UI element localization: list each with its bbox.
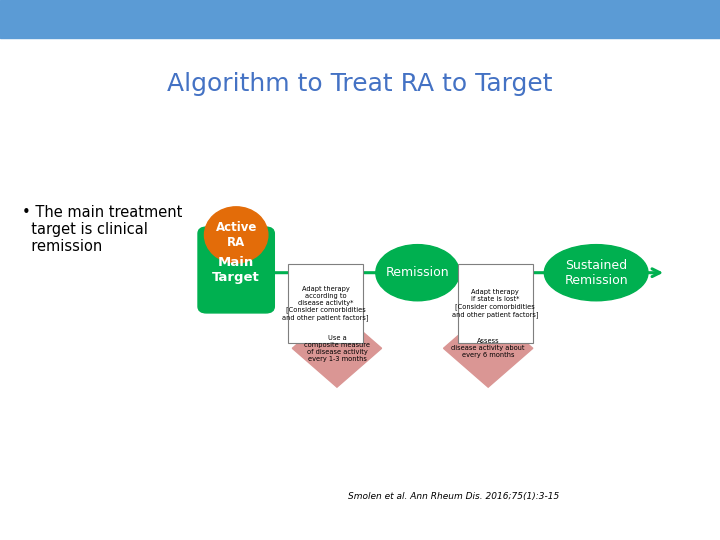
Text: • The main treatment
  target is clinical
  remission: • The main treatment target is clinical …	[22, 205, 182, 254]
Polygon shape	[444, 309, 533, 387]
Ellipse shape	[376, 245, 459, 301]
Text: Use a
composite measure
of disease activity
every 1-3 months: Use a composite measure of disease activ…	[304, 335, 370, 362]
Text: Remission: Remission	[386, 266, 449, 279]
Text: Adapt therapy
according to
disease activity*
[Consider comorbidities
and other p: Adapt therapy according to disease activ…	[282, 286, 369, 321]
Polygon shape	[292, 309, 382, 387]
Text: Smolen et al. Ann Rheum Dis. 2016;75(1):3-15: Smolen et al. Ann Rheum Dis. 2016;75(1):…	[348, 492, 559, 501]
Text: Algorithm to Treat RA to Target: Algorithm to Treat RA to Target	[167, 72, 553, 96]
Text: Assess
disease activity about
every 6 months: Assess disease activity about every 6 mo…	[451, 338, 525, 359]
FancyBboxPatch shape	[198, 227, 274, 313]
Text: Sustained
Remission: Sustained Remission	[564, 259, 628, 287]
Bar	[458, 265, 533, 342]
Text: Main
Target: Main Target	[212, 256, 260, 284]
Ellipse shape	[544, 245, 648, 301]
Bar	[288, 265, 364, 342]
Text: Adapt therapy
if state is lost*
[Consider comorbidities
and other patient factor: Adapt therapy if state is lost* [Conside…	[452, 289, 539, 318]
Text: Active
RA: Active RA	[215, 221, 257, 249]
Ellipse shape	[204, 207, 268, 263]
